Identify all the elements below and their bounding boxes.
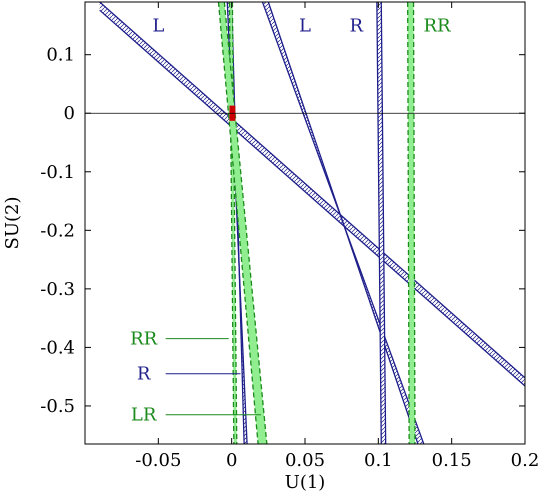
x-tick-label: 0.05 <box>285 450 325 471</box>
band-label-r: R <box>137 364 151 385</box>
band-edge-1 <box>376 2 382 444</box>
band-fill <box>376 2 386 444</box>
band-r-2 <box>376 2 387 444</box>
band-edge-2 <box>231 2 238 444</box>
x-tick-label: 0.1 <box>364 450 393 471</box>
band-edge-1 <box>99 2 525 379</box>
x-tick-label: 0.15 <box>432 450 472 471</box>
band-edge-2 <box>380 2 387 444</box>
band-label-l: L <box>152 15 164 36</box>
y-tick-label: 0.1 <box>46 45 75 66</box>
band-edge-2 <box>223 2 268 444</box>
band-edge-2 <box>267 2 419 444</box>
band-label-rr: RR <box>423 15 451 36</box>
band-label-l: L <box>299 15 311 36</box>
band-edge-1 <box>217 2 259 444</box>
band-fill <box>407 2 415 444</box>
y-tick-label: -0.3 <box>40 279 75 300</box>
x-axis-title: U(1) <box>285 472 326 492</box>
band-rr-4 <box>407 2 416 444</box>
y-tick-label: 0 <box>64 103 75 124</box>
y-axis-title: SU(2) <box>2 197 23 250</box>
x-tick-label: -0.05 <box>135 450 181 471</box>
band-edge-2 <box>99 9 525 387</box>
band-l-0 <box>99 2 525 387</box>
band-label-lr: LR <box>131 405 157 426</box>
band-label-rr: RR <box>130 329 158 350</box>
y-tick-label: -0.1 <box>40 162 75 183</box>
plot-frame <box>84 1 526 445</box>
y-tick-label: -0.4 <box>40 337 75 358</box>
y-tick-label: -0.2 <box>40 220 75 241</box>
band-fill <box>99 2 525 387</box>
band-l-1 <box>261 2 425 444</box>
x-tick-label: 0 <box>226 450 237 471</box>
y-tick-label: -0.5 <box>40 396 75 417</box>
x-tick-label: 0.2 <box>511 450 540 471</box>
band-label-r: R <box>350 15 364 36</box>
band-edge-1 <box>407 2 410 444</box>
band-edge-2 <box>412 2 416 444</box>
